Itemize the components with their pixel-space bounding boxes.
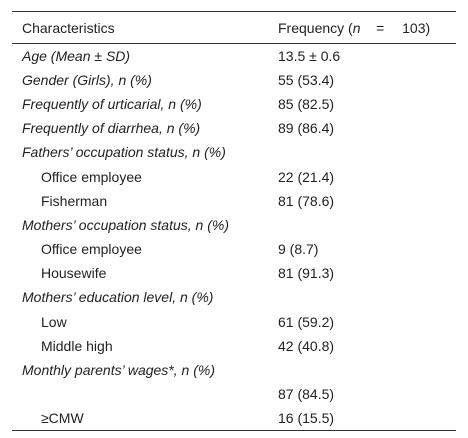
header-text: n	[352, 19, 361, 36]
row-label: Frequently of diarrhea, n (%)	[22, 120, 201, 137]
row-value: 22 (21.4)	[278, 168, 335, 185]
row-value: 61 (59.2)	[278, 313, 335, 330]
header-text: Frequency (	[278, 19, 353, 36]
row-value: 55 (53.4)	[278, 71, 335, 88]
row-value	[268, 213, 456, 237]
table-row: Office employee 9 (8.7)	[12, 237, 456, 261]
row-label: Gender (Girls), n (%)	[22, 71, 152, 88]
table-row: 87 (84.5)	[12, 382, 456, 406]
row-value: 89 (86.4)	[278, 120, 335, 137]
row-label: ≥CMW	[41, 410, 84, 427]
row-value: 81 (91.3)	[278, 265, 335, 282]
row-value: 85 (82.5)	[278, 95, 335, 112]
row-label: Frequently of urticarial, n (%)	[22, 95, 202, 112]
table-row: Low 61 (59.2)	[12, 310, 456, 334]
table-row: Mothers’ education level, n (%)	[12, 285, 456, 309]
row-label: Office employee	[41, 168, 142, 185]
row-value: 42 (40.8)	[278, 337, 335, 354]
table-row: Age (Mean ± SD) 13.5 ± 0.6	[12, 44, 456, 68]
header-cell: Frequency (n = 103)	[268, 12, 456, 44]
row-value	[268, 285, 456, 309]
table-row: ≥CMW 16 (15.5)	[12, 406, 456, 431]
row-value: 81 (78.6)	[278, 192, 335, 209]
table-row: Mothers’ occupation status, n (%)	[12, 213, 456, 237]
row-label: Fisherman	[41, 192, 108, 209]
table-row: Frequently of urticarial, n (%) 85 (82.5)	[12, 92, 456, 116]
row-value: 9 (8.7)	[278, 241, 319, 258]
row-label: Middle high	[41, 337, 113, 354]
row-value	[268, 140, 456, 164]
row-label: Monthly parents’ wages*, n (%)	[22, 362, 215, 379]
table-row: Monthly parents’ wages*, n (%)	[12, 358, 456, 382]
row-value: 16 (15.5)	[278, 410, 335, 427]
table-row: Office employee 22 (21.4)	[12, 164, 456, 188]
table-row: Gender (Girls), n (%) 55 (53.4)	[12, 68, 456, 92]
row-value: 87 (84.5)	[278, 386, 335, 403]
row-label: Office employee	[41, 241, 142, 258]
header-text: = 103)	[376, 19, 431, 36]
table: Characteristics Frequency (n = 103) Age …	[12, 11, 456, 431]
row-value	[268, 358, 456, 382]
row-label: Housewife	[41, 265, 107, 282]
header-cell: Characteristics	[22, 19, 115, 36]
table-row: Middle high 42 (40.8)	[12, 334, 456, 358]
row-value: 13.5 ± 0.6	[278, 47, 341, 64]
row-label: Fathers’ occupation status, n (%)	[22, 144, 226, 161]
row-label: Mothers’ occupation status, n (%)	[22, 216, 229, 233]
header-row: Characteristics Frequency (n = 103)	[12, 11, 456, 44]
table-row: Fathers’ occupation status, n (%)	[12, 140, 456, 164]
row-label: Age (Mean ± SD)	[22, 47, 131, 64]
table-row: Housewife 81 (91.3)	[12, 261, 456, 285]
row-label	[12, 382, 268, 406]
row-label: Low	[41, 313, 67, 330]
table-row: Fisherman 81 (78.6)	[12, 189, 456, 213]
row-label: Mothers’ education level, n (%)	[22, 289, 214, 306]
table-row: Frequently of diarrhea, n (%) 89 (86.4)	[12, 116, 456, 140]
